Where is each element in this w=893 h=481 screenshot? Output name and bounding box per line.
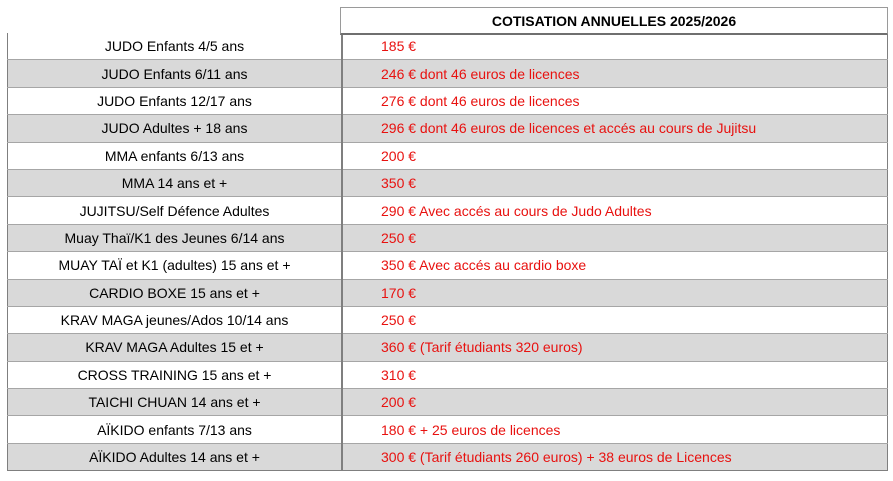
activity-label: JUDO Enfants 12/17 ans — [7, 87, 343, 116]
table-row: MMA enfants 6/13 ans 200 € — [7, 142, 888, 170]
activity-label: Muay Thaï/K1 des Jeunes 6/14 ans — [7, 224, 343, 253]
activity-label: CARDIO BOXE 15 ans et + — [7, 279, 343, 307]
price-cell: 350 € Avec accés au cardio boxe — [342, 251, 888, 280]
price-cell: 300 € (Tarif étudiants 260 euros) + 38 e… — [342, 443, 888, 472]
table-row: JUDO Enfants 12/17 ans 276 € dont 46 eur… — [7, 87, 888, 116]
table-title: COTISATION ANNUELLES 2025/2026 — [340, 7, 888, 35]
activity-label: AÏKIDO Adultes 14 ans et + — [7, 443, 343, 472]
price-cell: 180 € + 25 euros de licences — [342, 415, 888, 444]
table-row: Muay Thaï/K1 des Jeunes 6/14 ans 250 € — [7, 224, 888, 253]
table-row: MUAY TAÏ et K1 (adultes) 15 ans et + 350… — [7, 251, 888, 280]
activity-label: AÏKIDO enfants 7/13 ans — [7, 415, 343, 444]
table-row: MMA 14 ans et + 350 € — [7, 169, 888, 198]
activity-label: JUDO Enfants 4/5 ans — [7, 33, 343, 61]
table-row: TAICHI CHUAN 14 ans et + 200 € — [7, 388, 888, 417]
table-row: AÏKIDO enfants 7/13 ans 180 € + 25 euros… — [7, 415, 888, 444]
activity-label: JUDO Enfants 6/11 ans — [7, 59, 343, 88]
table-row: JUJITSU/Self Défence Adultes 290 € Avec … — [7, 196, 888, 225]
table-row: KRAV MAGA Adultes 15 et + 360 € (Tarif é… — [7, 333, 888, 362]
price-cell: 170 € — [342, 279, 888, 307]
price-cell: 310 € — [342, 361, 888, 390]
price-cell: 350 € — [342, 169, 888, 198]
header-blank-cell — [7, 7, 340, 33]
activity-label: MMA enfants 6/13 ans — [7, 142, 343, 170]
price-cell: 185 € — [342, 33, 888, 61]
activity-label: JUDO Adultes + 18 ans — [7, 114, 343, 143]
activity-label: KRAV MAGA jeunes/Ados 10/14 ans — [7, 306, 343, 335]
table-row: CROSS TRAINING 15 ans et + 310 € — [7, 361, 888, 390]
price-cell: 250 € — [342, 306, 888, 335]
table-row: KRAV MAGA jeunes/Ados 10/14 ans 250 € — [7, 306, 888, 335]
activity-label: CROSS TRAINING 15 ans et + — [7, 361, 343, 390]
activity-label: MMA 14 ans et + — [7, 169, 343, 198]
price-cell: 360 € (Tarif étudiants 320 euros) — [342, 333, 888, 362]
price-cell: 296 € dont 46 euros de licences et accés… — [342, 114, 888, 143]
activity-label: TAICHI CHUAN 14 ans et + — [7, 388, 343, 417]
table-row: CARDIO BOXE 15 ans et + 170 € — [7, 279, 888, 307]
price-cell: 200 € — [342, 388, 888, 417]
price-cell: 290 € Avec accés au cours de Judo Adulte… — [342, 196, 888, 225]
pricing-table: JUDO Enfants 4/5 ans 185 € JUDO Enfants … — [7, 33, 888, 472]
price-cell: 250 € — [342, 224, 888, 253]
header-row: COTISATION ANNUELLES 2025/2026 — [7, 7, 888, 35]
price-cell: 246 € dont 46 euros de licences — [342, 59, 888, 88]
table-row: JUDO Enfants 6/11 ans 246 € dont 46 euro… — [7, 59, 888, 88]
price-cell: 200 € — [342, 142, 888, 170]
table-row: JUDO Adultes + 18 ans 296 € dont 46 euro… — [7, 114, 888, 143]
activity-label: KRAV MAGA Adultes 15 et + — [7, 333, 343, 362]
table-row: JUDO Enfants 4/5 ans 185 € — [7, 33, 888, 61]
price-cell: 276 € dont 46 euros de licences — [342, 87, 888, 116]
pricing-sheet: COTISATION ANNUELLES 2025/2026 JUDO Enfa… — [7, 7, 888, 472]
table-row: AÏKIDO Adultes 14 ans et + 300 € (Tarif … — [7, 443, 888, 472]
activity-label: JUJITSU/Self Défence Adultes — [7, 196, 343, 225]
activity-label: MUAY TAÏ et K1 (adultes) 15 ans et + — [7, 251, 343, 280]
